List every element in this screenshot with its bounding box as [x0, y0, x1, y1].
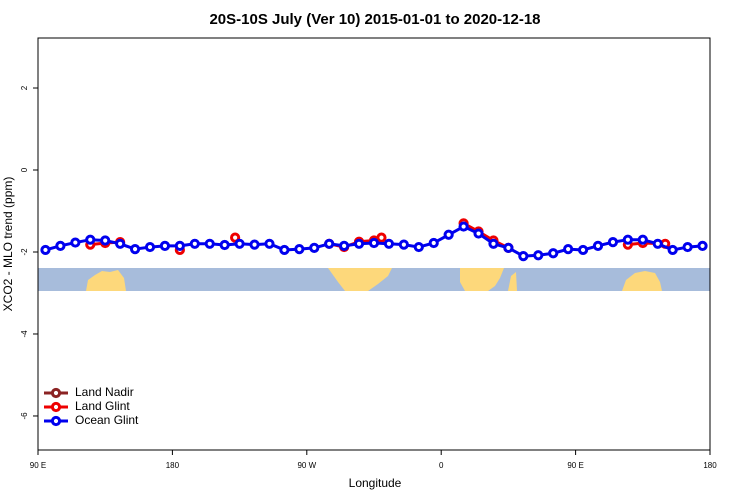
point [503, 242, 514, 253]
x-tick-label: 0 [439, 461, 444, 470]
point [376, 232, 387, 243]
x-tick-label: 180 [703, 461, 717, 470]
point [353, 238, 365, 249]
plot-frame [37, 37, 711, 451]
point [144, 241, 156, 253]
land [622, 271, 662, 291]
point [622, 234, 633, 245]
point [204, 238, 215, 249]
point [533, 250, 544, 261]
point [398, 239, 409, 250]
legend-label: Land Nadir [75, 385, 134, 399]
point [230, 232, 241, 243]
x-axis-label: Longitude [349, 476, 402, 490]
point [264, 238, 275, 249]
point [383, 238, 395, 249]
point [234, 238, 245, 249]
point [368, 237, 380, 249]
y-tick-label: 0 [20, 167, 29, 172]
legend-marker [50, 387, 62, 399]
point [682, 241, 693, 253]
land [86, 270, 126, 291]
point [70, 237, 81, 248]
point [279, 244, 290, 256]
point [518, 250, 529, 262]
land [460, 268, 504, 291]
x-tick-label: 180 [166, 461, 180, 470]
land-mask [38, 268, 710, 291]
point [159, 240, 171, 251]
point [174, 240, 185, 251]
point [324, 238, 335, 249]
point [443, 229, 454, 240]
point [488, 238, 499, 249]
point [577, 244, 589, 256]
x-tick-label: 90 E [30, 461, 46, 470]
y-tick-label: 2 [20, 85, 29, 90]
y-tick-label: -6 [20, 412, 29, 420]
y-tick-label: -4 [20, 330, 29, 338]
point [592, 240, 604, 251]
point [294, 244, 305, 255]
point [637, 234, 648, 245]
legend-label: Ocean Glint [75, 413, 139, 427]
point [309, 242, 320, 253]
x-tick-label: 90 E [567, 461, 583, 470]
point [428, 237, 439, 249]
legend-marker [50, 415, 62, 427]
point [249, 239, 260, 250]
point [40, 244, 51, 256]
point [129, 244, 141, 255]
point [189, 238, 200, 249]
legend-marker [50, 401, 62, 413]
point [548, 248, 559, 259]
chart-title: 20S-10S July (Ver 10) 2015-01-01 to 2020… [209, 11, 540, 28]
land [508, 272, 517, 291]
point [339, 240, 350, 251]
point [563, 244, 574, 255]
point [55, 240, 66, 251]
point [219, 239, 230, 251]
point [697, 240, 708, 251]
land [328, 268, 392, 291]
y-tick-label: -2 [20, 248, 29, 256]
legend-label: Land Glint [75, 399, 130, 413]
point [667, 244, 678, 256]
y-axis-label: XCO2 - MLO trend (ppm) [1, 177, 15, 312]
point [652, 238, 663, 249]
point [115, 238, 126, 249]
point [413, 241, 424, 253]
point [85, 234, 96, 245]
x-tick-label: 90 W [297, 461, 316, 470]
point [473, 228, 484, 239]
point [458, 221, 469, 232]
point [607, 237, 619, 248]
point [100, 235, 111, 246]
